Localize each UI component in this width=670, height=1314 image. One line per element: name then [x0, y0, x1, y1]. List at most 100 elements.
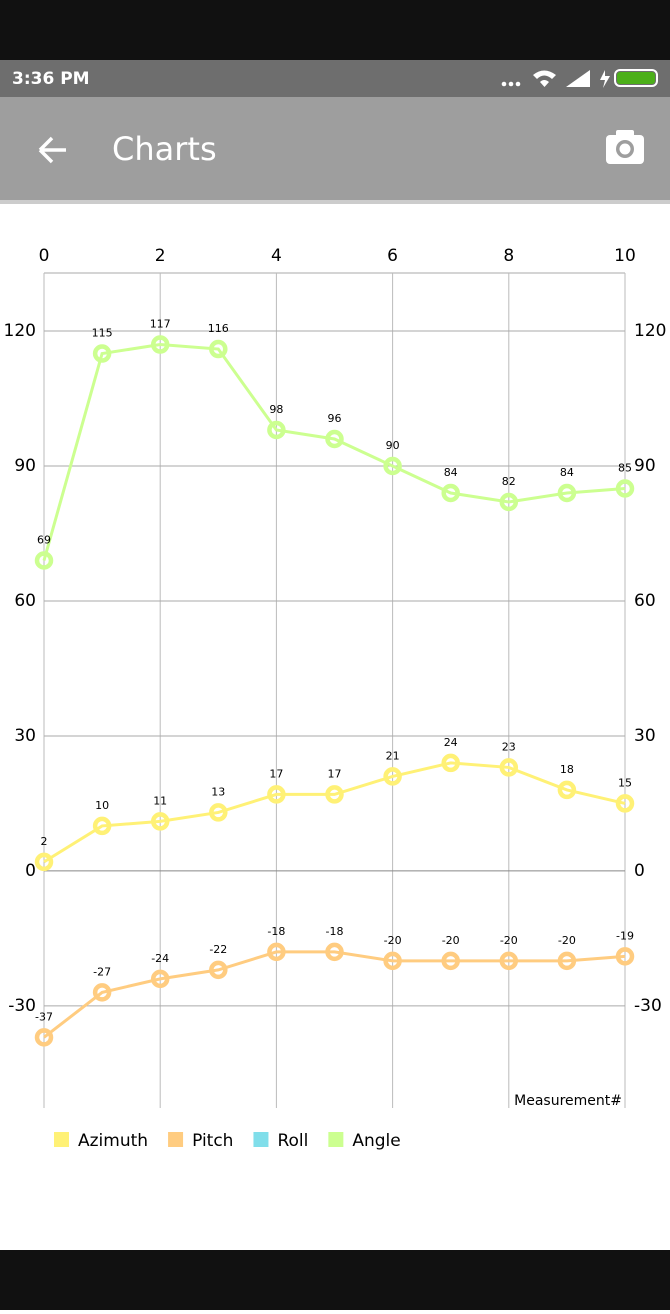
- x-tick-label: 10: [614, 246, 636, 266]
- data-point: [267, 785, 286, 804]
- data-label: 17: [269, 767, 283, 780]
- app-title: Charts: [112, 130, 217, 168]
- bottom-bezel: [0, 1250, 670, 1310]
- y-tick-label-right: -30: [634, 996, 662, 1016]
- data-label: 10: [95, 799, 109, 812]
- top-bezel: [0, 0, 670, 60]
- x-tick-label: 2: [155, 246, 166, 266]
- legend-swatch: [54, 1132, 69, 1147]
- data-label: 85: [618, 461, 632, 474]
- data-point: [267, 942, 286, 962]
- app-bar-shadow: [0, 200, 670, 204]
- data-point: [383, 767, 402, 786]
- legend-swatch: [253, 1132, 269, 1147]
- data-label: 24: [444, 736, 458, 749]
- x-tick-label: 4: [271, 246, 282, 266]
- y-tick-label-right: 120: [634, 321, 666, 341]
- status-time: 3:36 PM: [12, 69, 90, 89]
- data-label: -24: [151, 952, 169, 965]
- data-label: 84: [444, 466, 458, 479]
- y-tick-label-right: 90: [634, 456, 656, 476]
- data-point: [92, 344, 112, 363]
- data-label: -19: [616, 929, 634, 942]
- data-label: 69: [37, 533, 51, 546]
- y-tick-label: 120: [4, 321, 36, 341]
- data-point: [615, 947, 635, 966]
- legend-label: Roll: [277, 1131, 308, 1151]
- data-point: [499, 492, 519, 512]
- data-label: 117: [150, 318, 171, 331]
- data-point: [615, 794, 635, 813]
- legend-label: Angle: [352, 1131, 400, 1151]
- data-point: [441, 951, 460, 971]
- data-point: [34, 551, 54, 570]
- data-label: 84: [560, 466, 574, 479]
- data-label: 23: [502, 740, 516, 753]
- data-point: [209, 803, 228, 822]
- y-tick-label-right: 60: [634, 591, 656, 611]
- data-point: [92, 983, 112, 1002]
- series-line: [42, 343, 626, 561]
- y-tick-label-right: 0: [634, 861, 645, 881]
- data-point: [209, 339, 228, 359]
- legend-label: Pitch: [192, 1131, 233, 1151]
- data-label: 17: [328, 767, 342, 780]
- data-label: 15: [618, 776, 632, 789]
- data-label: -18: [326, 925, 344, 938]
- series-line: [43, 950, 626, 1039]
- x-tick-label: 0: [39, 246, 50, 266]
- data-point: [150, 812, 170, 831]
- x-tick-label: 6: [387, 246, 398, 266]
- data-label: -20: [442, 934, 460, 947]
- data-label: 96: [328, 412, 342, 425]
- y-tick-label: -30: [8, 996, 36, 1016]
- legend-label: Azimuth: [78, 1131, 148, 1151]
- data-point: [150, 335, 170, 354]
- data-point: [557, 483, 577, 503]
- data-point: [34, 1028, 54, 1047]
- legend-swatch: [168, 1132, 184, 1147]
- data-label: 13: [211, 785, 225, 798]
- y-tick-label: 30: [14, 726, 36, 746]
- data-label: 90: [386, 439, 400, 452]
- data-point: [92, 816, 112, 836]
- data-label: 2: [41, 835, 48, 848]
- status-bar: [0, 60, 670, 97]
- data-label: 21: [386, 749, 400, 762]
- data-point: [325, 785, 344, 804]
- data-label: 98: [269, 403, 283, 416]
- data-point: [441, 753, 460, 773]
- data-label: -20: [558, 934, 576, 947]
- data-point: [383, 456, 402, 476]
- data-point: [557, 951, 577, 971]
- data-label: 11: [153, 794, 167, 807]
- data-point: [325, 942, 344, 962]
- x-axis-label: Measurement#: [514, 1093, 622, 1109]
- y-tick-label-right: 30: [634, 726, 656, 746]
- data-label: -22: [209, 943, 227, 956]
- data-point: [441, 483, 460, 503]
- data-point: [150, 969, 170, 989]
- data-point: [499, 758, 519, 777]
- data-label: 116: [208, 322, 229, 335]
- data-label: -37: [35, 1010, 53, 1023]
- camera-button[interactable]: [606, 130, 644, 164]
- data-label: -20: [384, 934, 402, 947]
- data-point: [325, 429, 344, 449]
- data-label: 18: [560, 763, 574, 776]
- data-point: [34, 852, 54, 872]
- status-icons: [501, 69, 658, 88]
- data-point: [499, 951, 519, 971]
- x-tick-label: 8: [503, 246, 514, 266]
- y-tick-label: 90: [14, 456, 36, 476]
- data-point: [383, 951, 402, 971]
- y-tick-label: 0: [25, 861, 36, 881]
- data-label: 115: [92, 327, 113, 340]
- y-tick-label: 60: [14, 591, 36, 611]
- back-button[interactable]: [38, 136, 66, 164]
- data-label: 82: [502, 475, 516, 488]
- app-bar: [0, 97, 670, 200]
- data-point: [209, 960, 228, 980]
